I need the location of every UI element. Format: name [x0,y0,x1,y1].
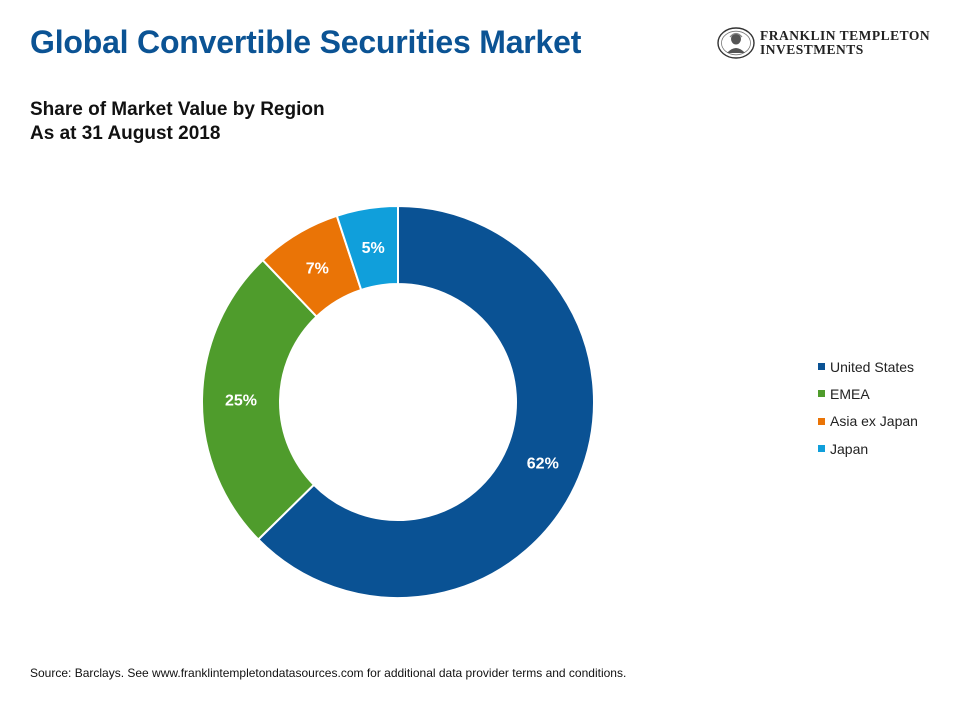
legend-swatch [818,390,825,398]
chart-legend: United States EMEA Asia ex Japan Japan [818,353,918,462]
data-label-japan: 5% [362,240,385,257]
page-title: Global Convertible Securities Market [30,24,582,60]
legend-label: Japan [830,440,869,457]
legend-swatch [818,417,825,425]
data-label-united-states: 62% [527,456,559,473]
legend-item-emea: EMEA [818,380,918,407]
legend-label: Asia ex Japan [830,413,918,430]
legend-swatch [818,363,825,371]
subtitle-line-2: As at 31 August 2018 [30,123,221,144]
franklin-templeton-logo: FRANKLIN TEMPLETON INVESTMENTS [716,26,936,60]
legend-swatch [818,445,825,453]
slice-japan [335,204,399,292]
legend-label: EMEA [830,385,870,402]
legend-item-united-states: United States [818,353,918,380]
logo-line-2: INVESTMENTS [760,42,864,57]
legend-item-japan: Japan [818,435,918,462]
logo-wordmark: FRANKLIN TEMPLETON INVESTMENTS [760,29,930,57]
franklin-portrait-seal-icon [717,27,755,59]
source-note: Source: Barclays. See www.franklintemple… [30,666,627,680]
subtitle-line-1: Share of Market Value by Region [30,99,325,120]
legend-item-asia-ex-japan: Asia ex Japan [818,408,918,435]
data-label-asia-ex-japan: 7% [306,260,329,277]
slice-emea [201,258,318,541]
chart-subtitle: Share of Market Value by Region As at 31… [30,98,325,146]
legend-label: United States [830,358,915,375]
data-label-emea: 25% [225,393,257,410]
slice-united-states [256,204,595,599]
logo-line-1: FRANKLIN TEMPLETON [760,28,931,43]
